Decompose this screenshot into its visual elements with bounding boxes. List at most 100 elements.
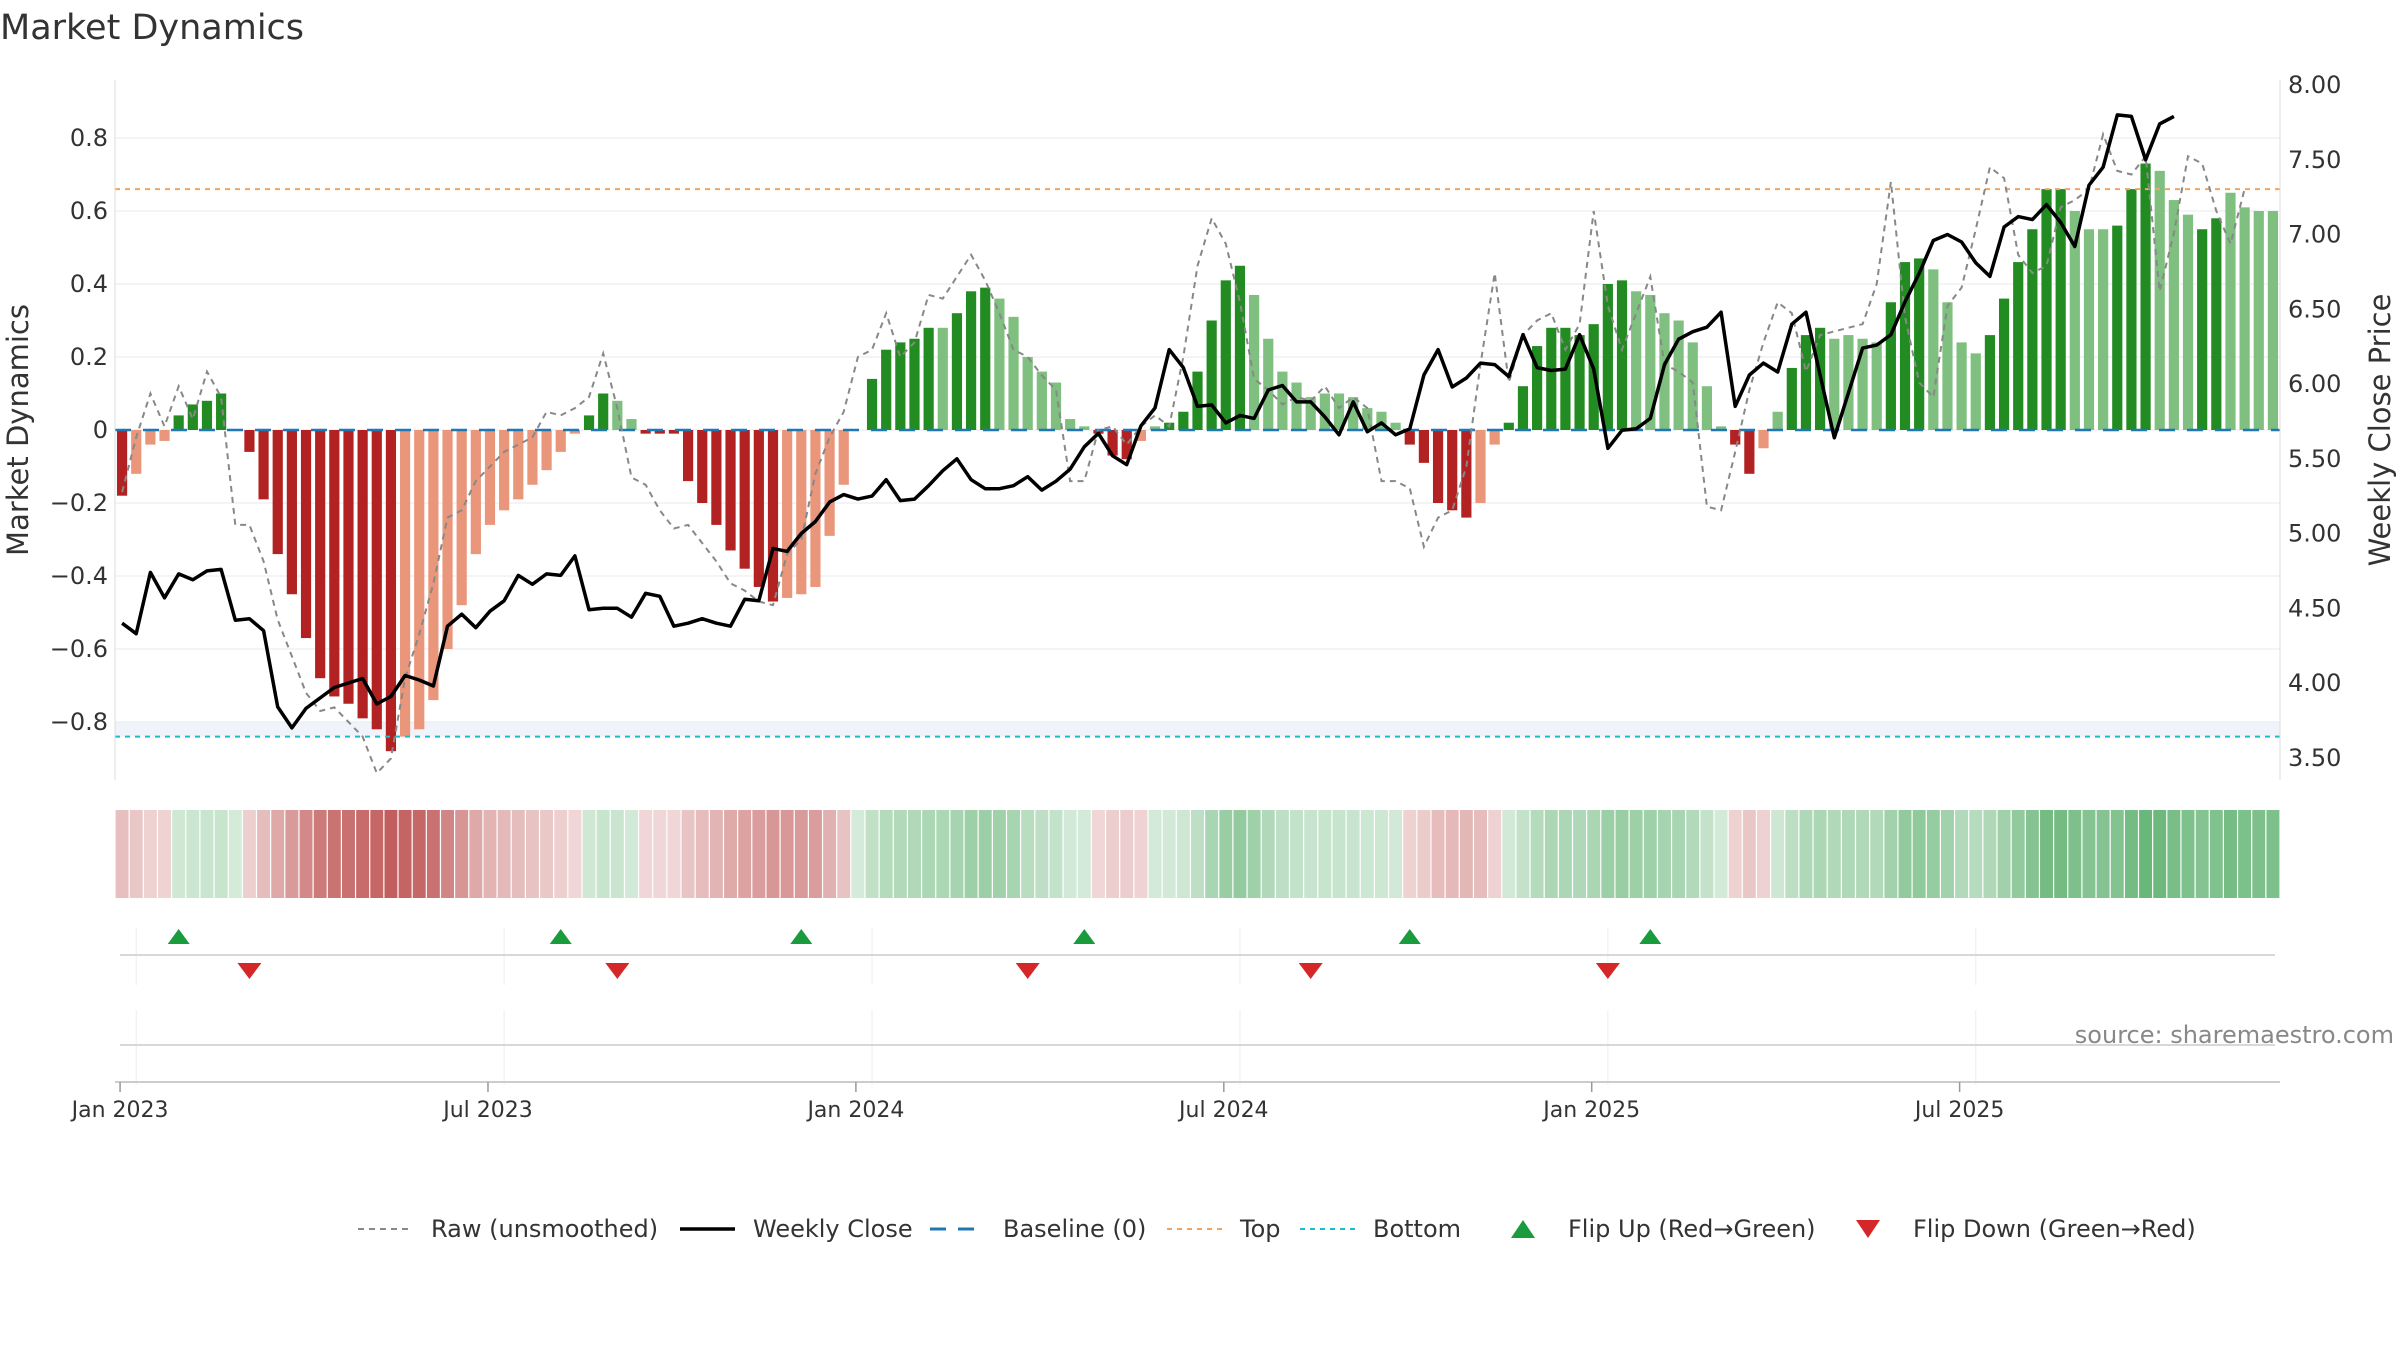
strip-cell — [441, 810, 455, 898]
dynamics-bar — [1178, 411, 1189, 430]
dynamics-bar — [1234, 265, 1246, 430]
dynamics-bar — [626, 419, 637, 430]
right-tick-label: 6.00 — [2288, 370, 2341, 398]
dynamics-bar — [2239, 207, 2250, 430]
strip-cell — [639, 810, 653, 898]
dynamics-bar — [2168, 200, 2179, 430]
dynamics-bar — [782, 430, 793, 598]
strip-cell — [752, 810, 766, 898]
x-tick-label: Jan 2024 — [805, 1098, 904, 1123]
strip-cell — [1997, 810, 2011, 898]
dynamics-bar — [1263, 338, 1274, 430]
legend-item: Flip Up (Red→Green) — [1511, 1215, 1816, 1243]
strip-cell — [695, 810, 709, 898]
dynamics-bar — [272, 430, 283, 555]
strip-cell — [1657, 810, 1671, 898]
strip-cell — [808, 810, 822, 898]
strip-cell — [327, 810, 341, 898]
dynamics-bar — [2013, 262, 2024, 430]
dynamics-bar — [1107, 430, 1118, 456]
strip-cell — [1912, 810, 1926, 898]
strip-cell — [1077, 810, 1091, 898]
dynamics-bar — [838, 430, 849, 485]
dynamics-bar — [1305, 397, 1316, 430]
right-tick-label: 8.00 — [2288, 71, 2341, 99]
x-tick-label: Jul 2024 — [1177, 1098, 1269, 1123]
dynamics-bar — [796, 430, 807, 595]
flip-down-marker — [1595, 963, 1620, 979]
dynamics-bar — [2154, 170, 2165, 430]
strip-cell — [455, 810, 469, 898]
right-axis-label: Weekly Close Price — [2363, 294, 2397, 567]
strip-cell — [893, 810, 907, 898]
dynamics-bar — [258, 430, 269, 500]
dynamics-bar — [711, 430, 722, 525]
dynamics-bar — [1560, 327, 1571, 430]
lines-group — [114, 80, 2281, 780]
strip-cell — [2082, 810, 2096, 898]
dynamics-bar — [244, 430, 255, 452]
strip-cell — [851, 810, 865, 898]
strip-cell — [922, 810, 936, 898]
strip-cell — [172, 810, 186, 898]
dynamics-bar — [2211, 218, 2222, 430]
dynamics-bar — [612, 400, 623, 430]
strip-cell — [1615, 810, 1629, 898]
strip-cell — [1021, 810, 1035, 898]
dynamics-bar — [1432, 430, 1444, 503]
strip-cell — [511, 810, 525, 898]
left-tick-label: −0.2 — [50, 489, 108, 517]
dynamics-bar — [2126, 189, 2137, 430]
dynamics-bar — [753, 430, 764, 587]
strip-cell — [1304, 810, 1318, 898]
dynamics-bar — [1065, 419, 1076, 430]
dynamics-bar — [767, 430, 779, 602]
strip-cell — [1898, 810, 1912, 898]
dynamics-bar — [569, 430, 580, 434]
dynamics-bar — [937, 327, 948, 430]
strip-cell — [1544, 810, 1558, 898]
strip-cell — [2238, 810, 2252, 898]
strip-cell — [497, 810, 511, 898]
dynamics-bar — [1036, 371, 1047, 430]
strip-cell — [1530, 810, 1544, 898]
strip-cell — [1700, 810, 1714, 898]
dynamics-bar — [1673, 320, 1684, 430]
dynamics-bar — [1701, 386, 1713, 430]
strip-cell — [1247, 810, 1261, 898]
strip-cell — [625, 810, 638, 898]
strip-cell — [1134, 810, 1148, 898]
strip-cell — [2124, 810, 2138, 898]
dynamics-bar — [1447, 430, 1458, 511]
strip-cell — [1856, 810, 1870, 898]
dynamics-bar — [866, 378, 878, 430]
dynamics-bar — [2083, 229, 2095, 430]
dynamics-bar — [541, 430, 552, 471]
dynamics-bar — [1149, 426, 1161, 430]
strip-cell — [1940, 810, 1954, 898]
flip-up-marker — [790, 929, 813, 944]
dynamics-bar — [399, 430, 411, 737]
strip-cell — [2167, 810, 2181, 898]
strip-cell — [978, 810, 992, 898]
strip-cell — [1205, 810, 1219, 898]
left-axis-label: Market Dynamics — [1, 304, 35, 556]
strip-cell — [1346, 810, 1360, 898]
right-tick-label: 7.00 — [2288, 221, 2341, 249]
strip-cell — [1827, 810, 1841, 898]
dynamics-bar — [1857, 338, 1868, 430]
strip-cell — [1233, 810, 1247, 898]
legend-item: Weekly Close — [680, 1215, 913, 1243]
strip-cell — [1035, 810, 1049, 898]
strip-cell — [426, 810, 440, 898]
strip-cell — [2252, 810, 2266, 898]
flip-down-marker — [237, 963, 262, 979]
strip-cell — [1318, 810, 1332, 898]
strip-cell — [1587, 810, 1601, 898]
strip-cell — [1771, 810, 1785, 898]
strip-cell — [766, 810, 780, 898]
strip-cell — [1969, 810, 1983, 898]
right-tick-label: 7.50 — [2288, 146, 2341, 174]
right-tick-label: 6.50 — [2288, 295, 2341, 323]
